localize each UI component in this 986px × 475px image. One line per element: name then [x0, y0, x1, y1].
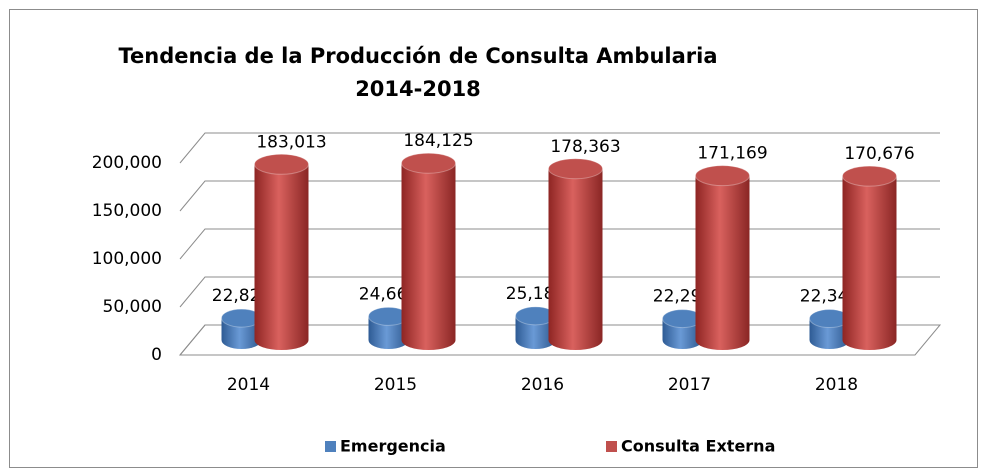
legend-label: Emergencia: [340, 437, 446, 456]
bar-top: [695, 165, 750, 187]
bar-base: [662, 331, 703, 349]
chart-title: Tendencia de la Producción de Consulta A…: [118, 44, 717, 68]
bar-top: [842, 165, 897, 187]
bar-base: [695, 330, 750, 350]
y-tick-label: 150,000: [92, 201, 162, 221]
y-tick-label: 100,000: [92, 249, 162, 269]
chart-border: [9, 9, 978, 468]
x-tick-label: 2018: [815, 375, 858, 395]
bar-base: [221, 331, 262, 349]
value-label: 183,013: [256, 132, 326, 152]
bar-base: [515, 331, 556, 349]
x-tick-label: 2017: [668, 375, 711, 395]
bar-top: [401, 152, 456, 174]
y-tick-label: 50,000: [103, 297, 162, 317]
value-label: 184,125: [403, 131, 473, 151]
value-label: 170,676: [844, 144, 914, 164]
bar-base: [809, 331, 850, 349]
y-tick-label: 0: [151, 345, 162, 365]
x-tick-label: 2014: [227, 375, 270, 395]
bar-top: [548, 158, 603, 180]
bar: [842, 176, 897, 340]
bar-base: [548, 330, 603, 350]
grid-line: [179, 132, 940, 164]
chart-subtitle: 2014-2018: [355, 77, 481, 101]
legend-swatch: [606, 441, 617, 452]
bar-base: [842, 330, 897, 350]
x-tick-label: 2015: [374, 375, 417, 395]
value-label: 171,169: [697, 144, 767, 164]
bar: [548, 168, 603, 340]
bar: [254, 164, 309, 340]
grid-line: [179, 180, 940, 212]
bar-base: [401, 330, 456, 350]
grid-line: [179, 228, 940, 260]
legend-label: Consulta Externa: [621, 437, 775, 456]
x-tick-label: 2016: [521, 375, 564, 395]
legend-swatch: [325, 441, 336, 452]
value-label: 178,363: [550, 137, 620, 157]
bar: [695, 175, 750, 340]
grid-line: [179, 276, 940, 308]
bar-base: [368, 331, 409, 349]
bar: [401, 163, 456, 340]
bar-top: [254, 153, 309, 175]
y-tick-label: 200,000: [92, 153, 162, 173]
bar-base: [254, 330, 309, 350]
